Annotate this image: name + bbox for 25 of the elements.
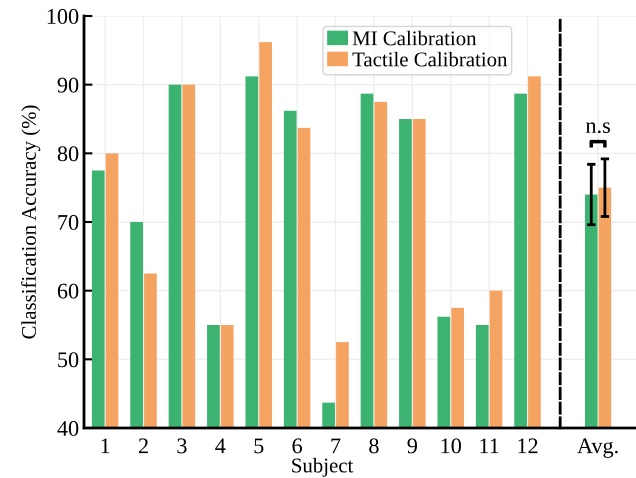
x-tick-label: 10: [442, 438, 461, 454]
y-tick-label: 50: [58, 352, 78, 368]
x-tick-label: 9: [407, 438, 417, 454]
x-axis-title: Subject: [292, 458, 354, 477]
x-tick-label: 1: [102, 438, 110, 454]
x-tick-label: 2: [138, 438, 148, 454]
x-tick-label: Avg.: [577, 438, 618, 458]
y-tick-label: 100: [48, 8, 78, 24]
y-tick-label: 80: [58, 146, 78, 162]
legend-label: MI Calibration: [352, 30, 476, 46]
y-tick-label: 60: [58, 284, 78, 299]
x-tick-label: 6: [292, 438, 302, 454]
y-axis-title: Classification Accuracy (%): [21, 105, 40, 339]
x-tick-label: 4: [215, 438, 226, 454]
x-tick-label: 8: [369, 438, 379, 454]
x-tick-label: 3: [177, 438, 187, 454]
legend-label: Tactile Calibration: [352, 52, 508, 66]
x-tick-label: 5: [254, 438, 264, 454]
x-tick-label: 12: [518, 438, 538, 454]
x-tick-label: 7: [331, 438, 340, 454]
x-tick-label: 11: [480, 438, 498, 454]
y-tick-label: 40: [57, 420, 78, 436]
y-tick-label: 90: [58, 78, 78, 93]
annotation: n.s: [586, 122, 610, 134]
y-tick-label: 70: [58, 214, 78, 230]
